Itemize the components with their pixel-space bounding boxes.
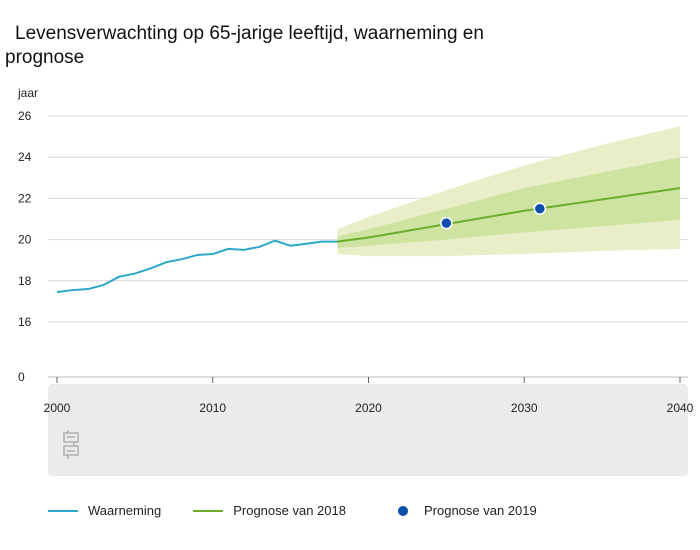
y-axis-label: jaar bbox=[17, 86, 38, 100]
chart-title: Levensverwachting op 65-jarige leeftijd,… bbox=[5, 23, 484, 68]
legend-swatch-dot bbox=[397, 505, 408, 516]
x-tick-label: 2030 bbox=[511, 401, 538, 415]
y-tick-label: 22 bbox=[18, 191, 32, 205]
y-tick-label: 20 bbox=[18, 233, 32, 247]
y-tick-label: 26 bbox=[18, 109, 32, 123]
cbs-logo-icon bbox=[63, 430, 79, 459]
data-point-prognose-2019 bbox=[440, 216, 453, 230]
axis-background bbox=[48, 384, 688, 476]
legend-label: Prognose van 2018 bbox=[233, 503, 346, 518]
legend-swatch-line bbox=[193, 509, 224, 512]
y-tick-label: 0 bbox=[18, 370, 25, 384]
x-tick-label: 2020 bbox=[355, 401, 382, 415]
legend: Waarneming Prognose van 2018 Prognose va… bbox=[48, 503, 569, 518]
y-tick-label: 24 bbox=[18, 150, 32, 164]
y-tick-label: 16 bbox=[18, 315, 32, 329]
legend-item-waarneming[interactable]: Waarneming bbox=[48, 503, 161, 518]
legend-item-prognose-2018[interactable]: Prognose van 2018 bbox=[193, 503, 346, 518]
x-tick-label: 2040 bbox=[667, 401, 694, 415]
x-tick-label: 2000 bbox=[44, 401, 71, 415]
data-point-prognose-2019 bbox=[533, 202, 547, 215]
legend-label: Waarneming bbox=[88, 503, 162, 518]
legend-swatch-line bbox=[48, 509, 78, 512]
x-tick-label: 2010 bbox=[199, 401, 226, 415]
legend-item-prognose-2019[interactable]: Prognose van 2019 bbox=[378, 503, 537, 518]
y-tick-label: 18 bbox=[18, 274, 32, 288]
series-line-prognose-van-2018 bbox=[337, 187, 681, 243]
series-line-waarneming bbox=[56, 239, 338, 294]
legend-label: Prognose van 2019 bbox=[423, 503, 537, 518]
prediction-band bbox=[337, 157, 680, 248]
